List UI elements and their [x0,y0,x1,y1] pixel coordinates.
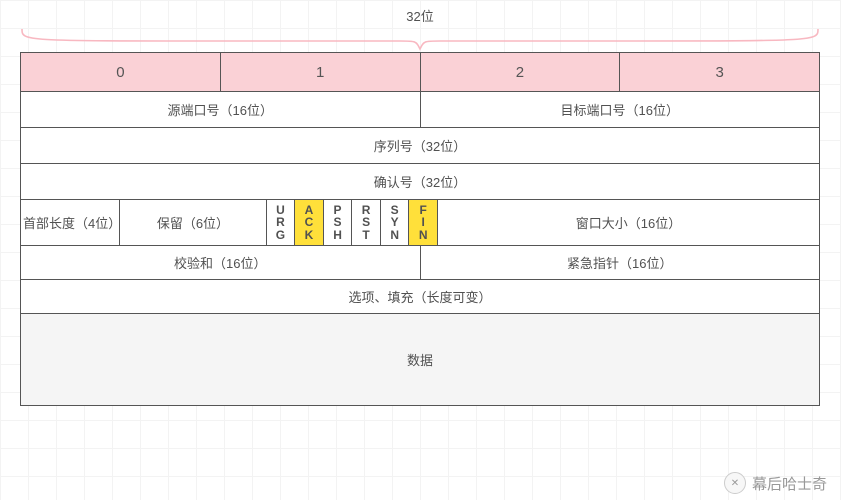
byte-0: 0 [20,52,221,92]
ack-row: 确认号（32位） [20,164,820,200]
destination-port: 目标端口号（16位） [421,92,821,128]
tcp-header-table: 0 1 2 3 源端口号（16位） 目标端口号（16位） 序列号（32位） 确认… [20,52,820,406]
source-port: 源端口号（16位） [20,92,421,128]
reserved: 保留（6位） [120,200,266,246]
watermark: ✕ 幕后哈士奇 [724,472,827,494]
watermark-text: 幕后哈士奇 [752,473,827,494]
header-length: 首部长度（4位） [20,200,120,246]
flags-row: 首部长度（4位） 保留（6位） URG ACK PSH RST SYN FIN … [20,200,820,246]
seq-row: 序列号（32位） [20,128,820,164]
sequence-number: 序列号（32位） [20,128,820,164]
options-row: 选项、填充（长度可变） [20,280,820,314]
checksum: 校验和（16位） [20,246,421,280]
flag-syn: SYN [381,200,410,246]
flag-urg: URG [267,200,296,246]
byte-3: 3 [620,52,820,92]
byte-index-row: 0 1 2 3 [20,52,820,92]
options-padding: 选项、填充（长度可变） [20,280,820,314]
flag-ack: ACK [295,200,324,246]
byte-1: 1 [221,52,421,92]
flag-rst: RST [352,200,381,246]
payload-data: 数据 [20,314,820,406]
bracket-curve [20,27,820,53]
width-bracket: 32位 [20,6,820,53]
flag-psh: PSH [324,200,353,246]
wechat-icon: ✕ [724,472,746,494]
window-size: 窗口大小（16位） [438,200,820,246]
bracket-label: 32位 [20,6,820,27]
flag-fin: FIN [409,200,438,246]
ack-number: 确认号（32位） [20,164,820,200]
urgent-pointer: 紧急指针（16位） [421,246,821,280]
tcp-header-diagram: 32位 0 1 2 3 源端口号（16位） 目标端口号（16位） 序列号（32位… [0,0,841,500]
ports-row: 源端口号（16位） 目标端口号（16位） [20,92,820,128]
byte-2: 2 [421,52,621,92]
checksum-row: 校验和（16位） 紧急指针（16位） [20,246,820,280]
data-row: 数据 [20,314,820,406]
